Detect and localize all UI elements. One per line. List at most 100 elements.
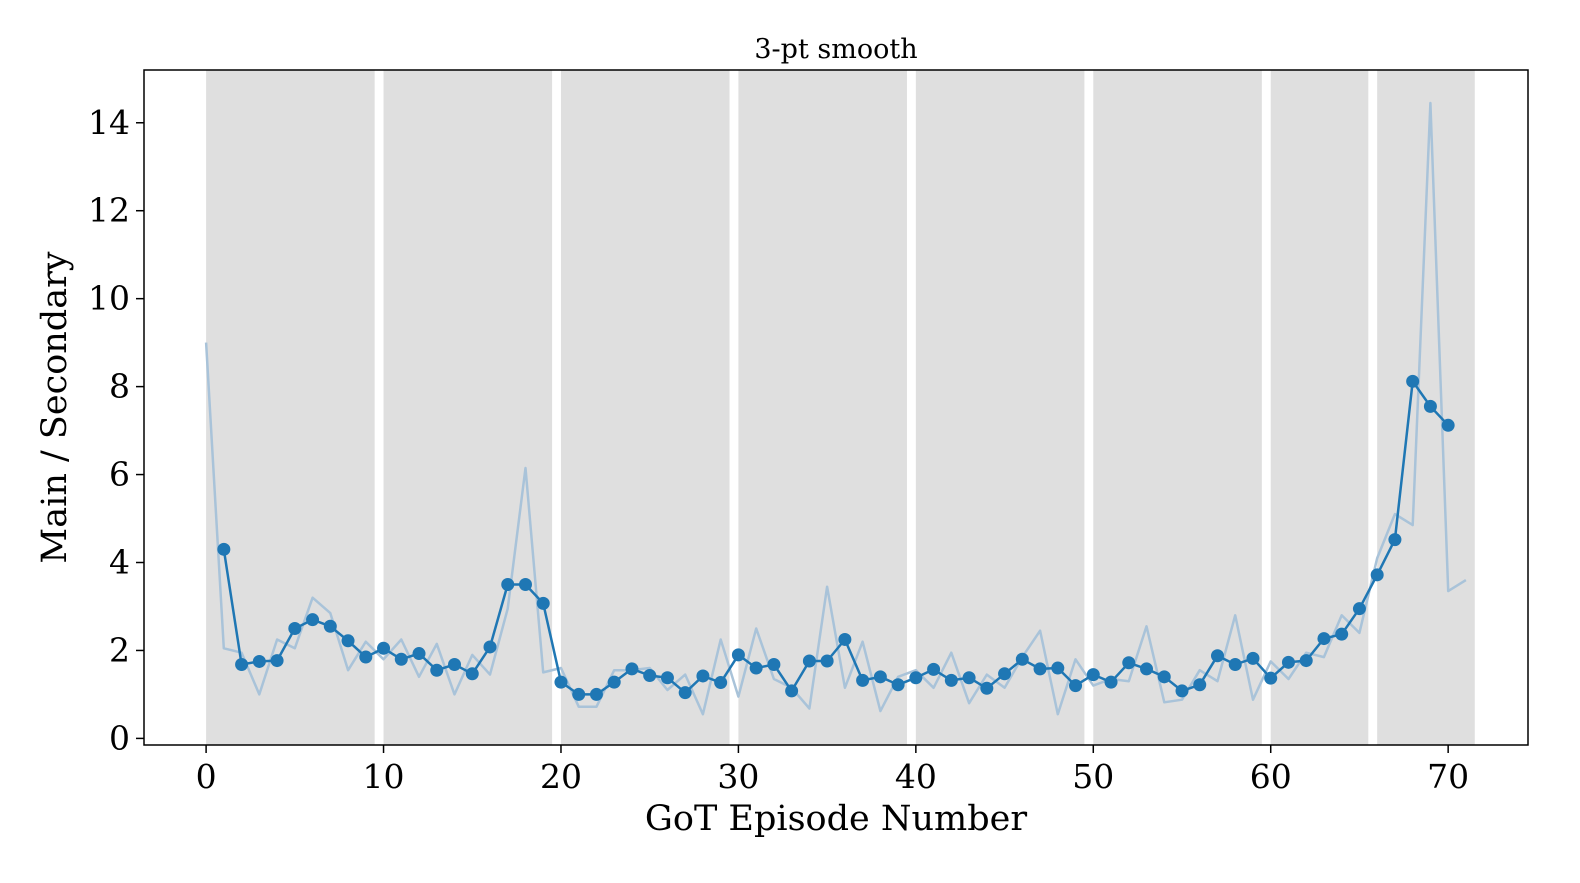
smooth-point-65 xyxy=(1352,602,1366,616)
smooth-point-33 xyxy=(785,684,799,698)
x-axis-ticks: 0 10 20 30 40 50 60 70 xyxy=(196,745,1469,796)
smooth-point-45 xyxy=(998,667,1012,681)
smooth-point-20 xyxy=(554,675,568,689)
smooth-point-17 xyxy=(501,577,515,591)
x-tick-label-60: 60 xyxy=(1250,757,1292,796)
smooth-point-22 xyxy=(589,687,603,701)
x-tick-label-20: 20 xyxy=(540,757,582,796)
season-band-6 xyxy=(1093,70,1262,745)
smooth-point-21 xyxy=(572,687,586,701)
smooth-point-26 xyxy=(660,671,674,685)
smooth-point-55 xyxy=(1175,684,1189,698)
smooth-point-52 xyxy=(1122,656,1136,670)
smooth-point-49 xyxy=(1069,679,1083,693)
smooth-point-15 xyxy=(465,667,479,681)
smooth-point-62 xyxy=(1299,654,1313,668)
smooth-point-51 xyxy=(1104,675,1118,689)
x-tick-label-10: 10 xyxy=(363,757,405,796)
season-band-3 xyxy=(560,70,730,745)
chart-title: 3-pt smooth xyxy=(754,34,917,65)
smooth-point-50 xyxy=(1086,668,1100,682)
smooth-point-6 xyxy=(306,613,320,627)
smooth-series xyxy=(217,374,1455,701)
season-band-4 xyxy=(738,70,907,745)
season-band-7 xyxy=(1270,70,1369,745)
x-tick-label-30: 30 xyxy=(717,757,759,796)
x-tick-label-40: 40 xyxy=(895,757,937,796)
smooth-point-54 xyxy=(1157,670,1171,684)
smooth-point-58 xyxy=(1228,658,1242,672)
y-axis-label: Main / Secondary xyxy=(35,251,75,563)
smooth-point-70 xyxy=(1441,418,1455,432)
smooth-point-59 xyxy=(1246,651,1260,665)
smooth-point-63 xyxy=(1317,632,1331,646)
y-tick-label-12: 12 xyxy=(88,191,130,230)
x-axis-label: GoT Episode Number xyxy=(645,799,1027,839)
smooth-point-32 xyxy=(767,658,781,672)
smooth-point-46 xyxy=(1015,652,1029,666)
smooth-point-30 xyxy=(731,648,745,662)
smooth-point-11 xyxy=(394,652,408,666)
smooth-point-37 xyxy=(856,673,870,687)
smooth-point-66 xyxy=(1370,568,1384,582)
smooth-point-67 xyxy=(1388,533,1402,547)
season-bands xyxy=(206,70,1475,745)
y-tick-label-8: 8 xyxy=(109,367,130,406)
x-tick-label-70: 70 xyxy=(1427,757,1469,796)
y-tick-label-0: 0 xyxy=(109,718,130,757)
y-tick-label-6: 6 xyxy=(109,455,130,494)
smooth-point-57 xyxy=(1210,649,1224,663)
smooth-point-28 xyxy=(696,669,710,683)
smooth-point-29 xyxy=(714,676,728,690)
smooth-point-24 xyxy=(625,662,639,676)
smooth-point-8 xyxy=(341,634,355,648)
smooth-point-12 xyxy=(412,647,426,661)
season-band-5 xyxy=(915,70,1085,745)
smooth-point-16 xyxy=(483,640,497,654)
smooth-point-48 xyxy=(1051,661,1065,675)
raw-series-line xyxy=(204,101,1467,716)
smooth-point-34 xyxy=(802,654,816,668)
smooth-point-1 xyxy=(217,542,231,556)
smooth-point-31 xyxy=(749,661,763,675)
smooth-point-27 xyxy=(678,686,692,700)
smooth-point-61 xyxy=(1281,655,1295,669)
smooth-point-53 xyxy=(1140,662,1154,676)
smooth-point-69 xyxy=(1423,399,1437,413)
smooth-point-47 xyxy=(1033,662,1047,676)
smooth-point-43 xyxy=(962,671,976,685)
season-band-2 xyxy=(383,70,553,745)
smooth-point-42 xyxy=(944,673,958,687)
smooth-point-38 xyxy=(873,670,887,684)
smooth-point-68 xyxy=(1406,374,1420,388)
y-axis-ticks: 0 2 4 6 8 10 12 14 xyxy=(88,103,144,757)
smooth-point-5 xyxy=(288,621,302,635)
smooth-point-40 xyxy=(909,671,923,685)
x-tick-label-0: 0 xyxy=(196,757,217,796)
y-tick-label-4: 4 xyxy=(109,543,130,582)
smooth-point-44 xyxy=(980,681,994,695)
y-tick-label-10: 10 xyxy=(88,279,130,318)
smooth-series-line xyxy=(222,380,1450,696)
smooth-point-36 xyxy=(838,632,852,646)
smooth-point-64 xyxy=(1335,627,1349,641)
smooth-point-4 xyxy=(270,654,284,668)
smooth-point-7 xyxy=(323,619,337,633)
raw-series xyxy=(204,101,1467,716)
smooth-point-2 xyxy=(235,658,249,672)
y-tick-label-2: 2 xyxy=(109,630,130,669)
smooth-point-13 xyxy=(430,663,444,677)
smooth-point-23 xyxy=(607,675,621,689)
smooth-point-25 xyxy=(643,669,657,683)
smooth-point-56 xyxy=(1193,678,1207,692)
smooth-point-18 xyxy=(518,577,532,591)
smooth-point-10 xyxy=(377,641,391,655)
x-tick-label-50: 50 xyxy=(1072,757,1114,796)
smooth-point-35 xyxy=(820,654,834,668)
smooth-point-9 xyxy=(359,650,373,664)
smooth-point-41 xyxy=(927,662,941,676)
smooth-point-39 xyxy=(891,678,905,692)
plot-frame xyxy=(143,69,1529,746)
smooth-point-3 xyxy=(252,654,266,668)
